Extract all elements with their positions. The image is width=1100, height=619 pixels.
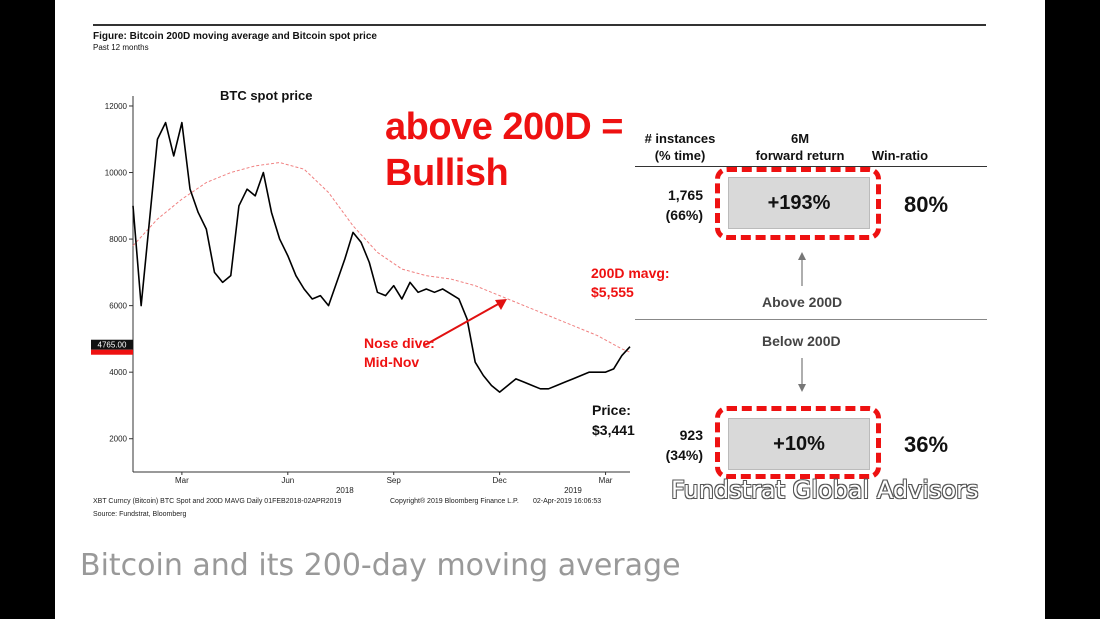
nosedive-label-line2: Mid-Nov [364,354,420,370]
mavg-series-line [132,162,631,353]
below-200d-label: Below 200D [762,333,841,349]
col-instances-header: # instances (% time) [640,130,720,164]
mavg-label: 200D mavg: $5,555 [591,264,670,302]
y-tick-label: 10000 [105,169,128,178]
watermark: Fundstrat Global Advisors [671,476,979,504]
nosedive-label: Nose dive: Mid-Nov [364,334,435,372]
above-return-box: +193% [728,177,870,229]
y-tick-label: 6000 [109,302,127,311]
footer-left: XBT Curncy (Bitcoin) BTC Spot and 200D M… [93,498,342,505]
last-price-tag [91,339,133,350]
below-highlight-frame [715,406,881,479]
x-tick-label: Sep [387,476,402,485]
figure-source: Source: Fundstrat, Bloomberg [93,511,187,518]
nosedive-label-line1: Nose dive: [364,335,435,351]
year-label: 2018 [336,486,354,495]
col-instances-line1: # instances [644,131,716,146]
table-header-rule [635,166,987,167]
above-count: 1,765 [667,187,703,203]
price-label: Price: $3,441 [592,400,635,440]
nosedive-arrowhead [495,299,507,310]
below-count: 923 [679,427,703,443]
chart-title: BTC spot price [220,88,312,103]
y-tick-label: 4000 [109,368,127,377]
up-arrowhead [798,252,806,260]
above-win-ratio: 80% [904,192,949,217]
last-price-tag-text: 4765.00 [98,341,127,350]
price-label-line2: $3,441 [592,422,635,438]
x-tick-label: Dec [493,476,507,485]
below-return-box: +10% [728,418,870,470]
mavg-label-line1: 200D mavg: [591,265,670,281]
headline-line2: Bullish [385,152,509,194]
slide: Figure: Bitcoin 200D moving average and … [55,0,1045,619]
col-instances-line2: (% time) [654,148,706,163]
down-arrowhead [798,384,806,392]
btc-chart: 2000 4000 6000 8000 10000 12000 Mar Jun Sep Dec Ma… [91,88,806,495]
figure-subtitle: Past 12 months [93,43,149,52]
top-rule [93,24,986,26]
below-count-cell: 923 (34%) [645,425,703,465]
figure-title: Figure: Bitcoin 200D moving average and … [93,31,377,42]
col-return-header: 6M forward return [735,130,865,164]
above-highlight-frame [715,167,881,240]
x-tick-label: Mar [175,476,189,485]
headline-line1: above 200D = [385,106,623,148]
year-label: 2019 [564,486,582,495]
price-label-line1: Price: [592,402,631,418]
above-200d-label: Above 200D [762,294,843,310]
x-tick-label: Mar [599,476,613,485]
divider-line [635,319,987,320]
y-tick-label: 12000 [105,102,128,111]
footer-right: 02-Apr-2019 16:06:53 [533,498,602,505]
nosedive-arrow [424,302,501,346]
below-pct: (34%) [665,447,703,463]
above-count-cell: 1,765 (66%) [645,185,703,225]
price-series-line [132,121,631,393]
below-win-ratio: 36% [904,432,949,457]
col-win-header: Win-ratio [871,148,929,163]
y-tick-label: 2000 [109,435,127,444]
col-return-line1: 6M [790,131,810,146]
last-price-tag-underbar [91,349,133,355]
mavg-label-line2: $5,555 [591,284,634,300]
x-tick-label: Jun [281,476,294,485]
above-pct: (66%) [665,207,703,223]
footer-mid: Copyright® 2019 Bloomberg Finance L.P. [390,498,519,505]
slide-caption: Bitcoin and its 200-day moving average [80,548,681,583]
col-return-line2: forward return [755,148,845,163]
y-tick-label: 8000 [109,235,127,244]
